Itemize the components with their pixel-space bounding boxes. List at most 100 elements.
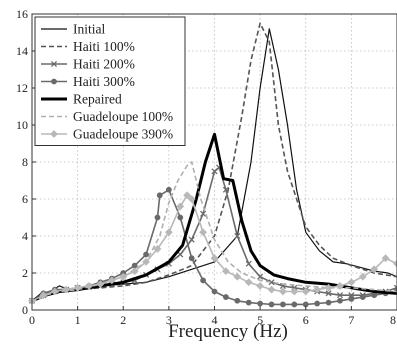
data-point-marker	[50, 287, 59, 296]
data-point-marker	[50, 130, 58, 138]
series-line	[31, 22, 397, 302]
series-guadeloupe-390	[28, 191, 397, 305]
legend-label: Repaired	[73, 92, 122, 107]
data-point-marker	[50, 60, 58, 68]
data-point-marker	[107, 276, 116, 285]
data-point-marker	[96, 280, 105, 289]
data-point-marker	[188, 255, 195, 262]
data-point-marker	[267, 285, 276, 294]
series-line	[31, 194, 397, 302]
x-axis-label: Frequency (Hz)	[168, 321, 288, 342]
data-point-marker	[222, 186, 229, 193]
x-tick-label: 8	[390, 313, 396, 327]
data-point-marker	[211, 288, 218, 295]
x-tick-label: 7	[348, 313, 354, 327]
data-point-marker	[142, 257, 150, 266]
data-point-marker	[164, 228, 173, 237]
data-point-marker	[336, 282, 344, 290]
y-tick-label: 12	[16, 81, 28, 95]
data-point-marker	[257, 273, 264, 280]
data-point-marker	[268, 301, 275, 308]
series-haiti-100	[31, 22, 397, 302]
data-point-marker	[39, 291, 48, 300]
data-point-marker	[234, 232, 241, 240]
data-point-marker	[85, 282, 93, 290]
data-point-marker	[256, 282, 265, 290]
data-point-marker	[337, 297, 343, 304]
data-point-marker	[51, 78, 57, 85]
data-point-marker	[358, 272, 367, 281]
data-point-marker	[200, 210, 207, 217]
data-point-marker	[290, 287, 299, 296]
data-point-marker	[143, 251, 149, 258]
data-point-marker	[336, 292, 344, 299]
data-point-marker	[176, 202, 185, 211]
y-tick-label: 0	[22, 303, 28, 317]
data-point-marker	[381, 254, 390, 263]
x-tick-label: 4	[212, 313, 218, 327]
data-point-marker	[313, 285, 322, 294]
legend-label: Guadeloupe 390%	[73, 127, 173, 142]
series-line	[31, 189, 397, 306]
legend-entry: Haiti 200%	[41, 57, 135, 72]
data-point-marker	[257, 300, 264, 307]
data-point-marker	[370, 265, 379, 274]
data-point-marker	[324, 283, 333, 292]
data-point-marker	[325, 290, 332, 297]
data-point-marker	[245, 260, 252, 267]
data-point-marker	[177, 251, 184, 258]
x-tick-label: 0	[29, 313, 35, 327]
data-point-marker	[301, 287, 310, 296]
legend-entry: Haiti 300%	[41, 74, 135, 89]
data-point-marker	[119, 272, 128, 281]
data-point-marker	[188, 236, 195, 243]
data-point-marker	[223, 294, 229, 300]
data-point-marker	[291, 301, 298, 308]
data-point-marker	[187, 195, 196, 203]
data-point-marker	[130, 267, 139, 276]
series-line	[31, 132, 397, 303]
data-point-marker	[154, 214, 161, 221]
data-point-marker	[268, 279, 275, 286]
data-point-marker	[73, 283, 82, 292]
series-line	[31, 161, 397, 304]
legend-label: Haiti 200%	[73, 57, 135, 72]
legend-entry: Haiti 100%	[41, 39, 135, 54]
legend-entry: Guadeloupe 100%	[41, 109, 173, 124]
data-point-marker	[371, 292, 378, 299]
data-point-marker	[314, 300, 321, 307]
y-tick-label: 10	[16, 118, 28, 132]
data-point-marker	[348, 296, 355, 302]
x-tick-label: 1	[75, 313, 81, 327]
legend-label: Initial	[73, 22, 105, 37]
data-point-marker	[393, 259, 397, 268]
data-point-marker	[279, 287, 287, 296]
data-point-marker	[210, 254, 219, 263]
data-point-marker	[183, 191, 192, 200]
y-tick-label: 2	[22, 266, 28, 280]
data-point-marker	[221, 267, 230, 276]
data-point-marker	[233, 272, 242, 281]
y-tick-label: 16	[16, 7, 28, 21]
data-point-marker	[244, 278, 253, 287]
x-tick-label: 6	[303, 313, 309, 327]
data-point-marker	[200, 277, 206, 284]
y-tick-label: 14	[16, 44, 28, 58]
legend-label: Haiti 100%	[73, 39, 135, 54]
data-point-marker	[359, 294, 366, 300]
x-tick-label: 2	[120, 313, 126, 327]
data-point-marker	[153, 245, 162, 253]
legend-label: Guadeloupe 100%	[73, 109, 173, 124]
y-tick-label: 8	[22, 155, 28, 169]
data-point-marker	[234, 297, 241, 304]
x-tick-label: 5	[257, 313, 263, 327]
legend-entry: Initial	[41, 22, 105, 37]
y-tick-label: 4	[22, 229, 28, 243]
series-guadeloupe-100	[31, 161, 397, 304]
legend-entry: Guadeloupe 390%	[41, 127, 173, 142]
y-tick-label: 6	[22, 192, 28, 206]
data-point-marker	[62, 285, 71, 294]
x-tick-label: 3	[166, 313, 172, 327]
